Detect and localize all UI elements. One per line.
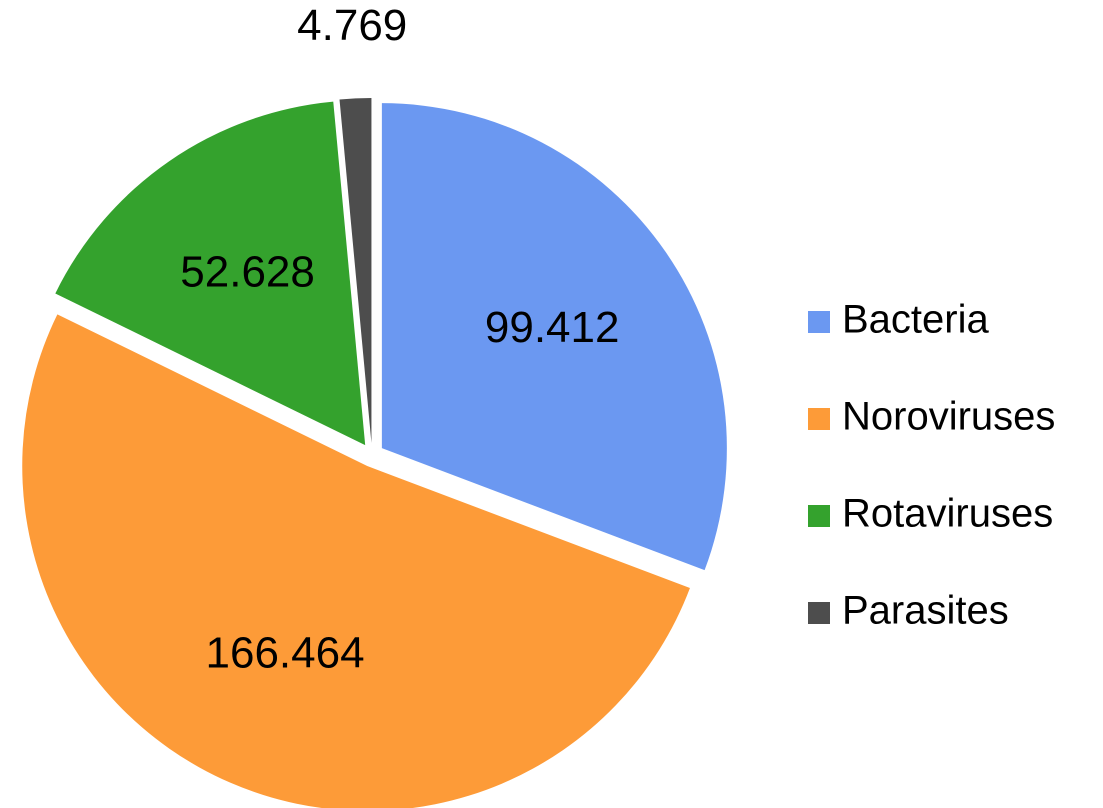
data-label: 166.464 [206, 629, 365, 678]
legend-swatch [808, 311, 830, 333]
legend-label: Noroviruses [842, 395, 1055, 439]
data-label: 52.628 [180, 247, 315, 296]
pie-slice [339, 98, 372, 444]
pie-slice [381, 103, 727, 571]
data-label: 99.412 [485, 303, 620, 352]
legend-label: Rotaviruses [842, 492, 1053, 536]
legend-swatch [808, 408, 830, 430]
pie-slice [22, 314, 690, 808]
legend-swatch [808, 505, 830, 527]
legend-swatch [808, 602, 830, 624]
legend-label: Parasites [842, 589, 1009, 633]
data-label: 4.769 [297, 1, 407, 50]
pie-slice [55, 101, 366, 446]
legend-label: Bacteria [842, 298, 989, 342]
